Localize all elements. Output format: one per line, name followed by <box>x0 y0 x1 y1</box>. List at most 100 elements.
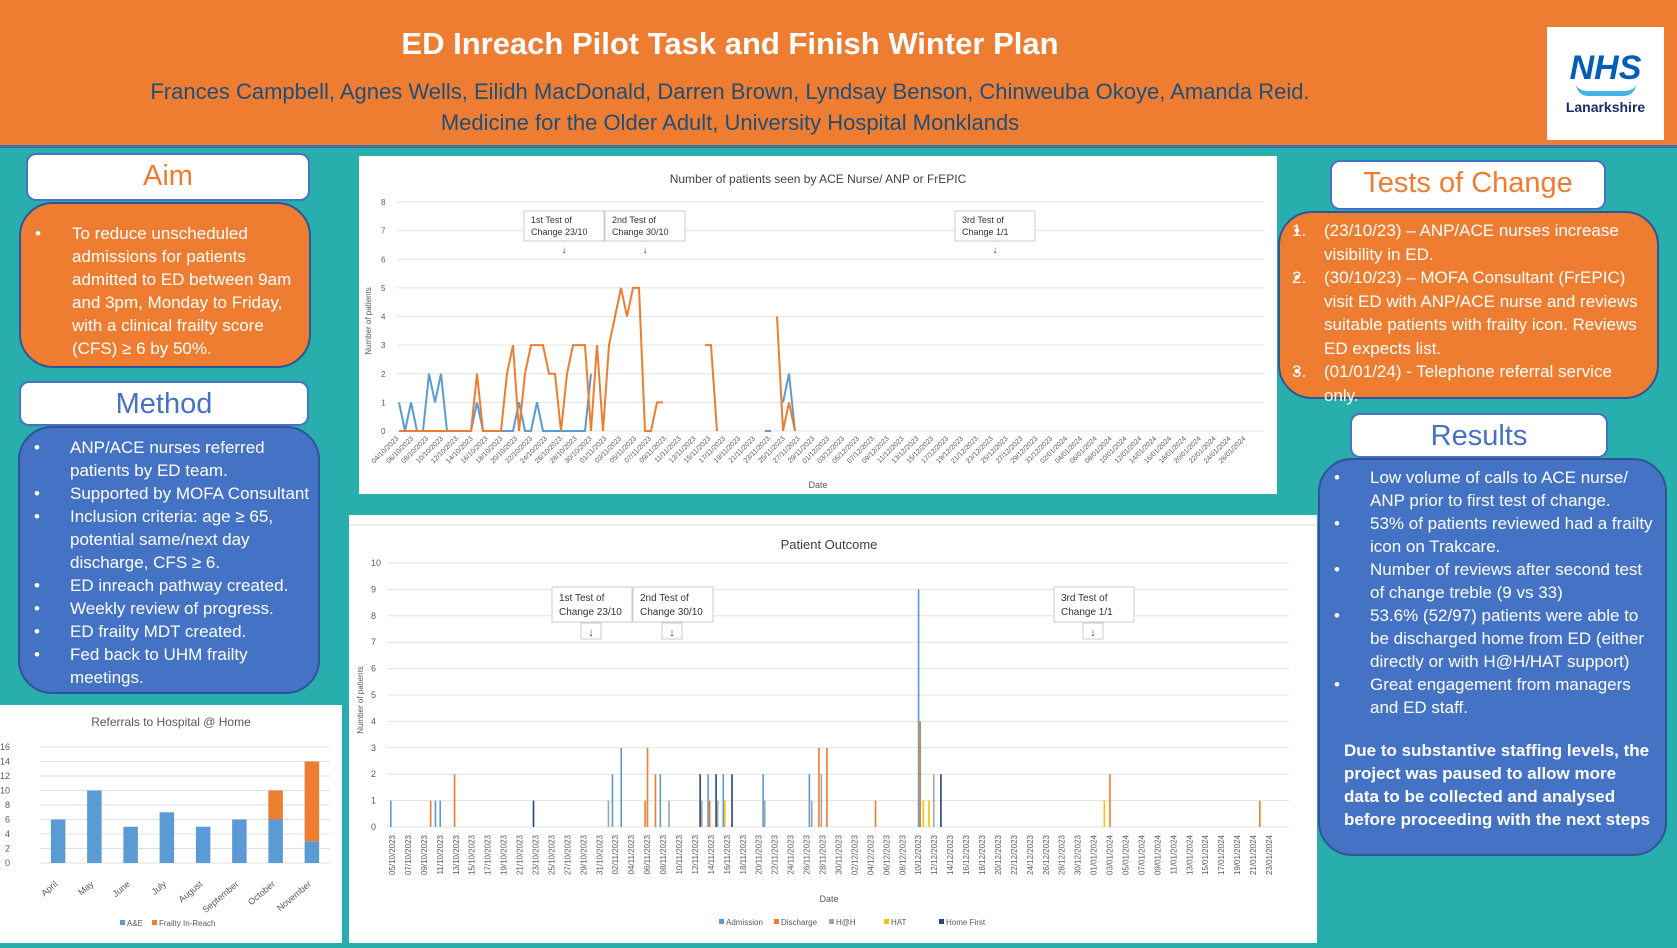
annotation-text: 2nd Test of <box>612 215 656 225</box>
x-tick-label: 17/01/2024 <box>1217 834 1226 875</box>
method-panel: ANP/ACE nurses referred patients by ED t… <box>18 426 320 694</box>
outcome-bar-admission <box>808 774 811 827</box>
y-tick-label: 3 <box>371 743 376 753</box>
x-tick-label: 23/10/2023 <box>532 834 541 875</box>
y-tick-label: 2 <box>5 844 10 854</box>
referrals-chart: Referrals to Hospital @ Home 0 2 4 6 8 10 12 14 1… <box>0 705 342 943</box>
x-tick-label: July <box>149 879 168 897</box>
x-tick-label: 29/10/2023 <box>579 834 588 875</box>
annotation-text: Change 30/10 <box>612 227 669 237</box>
y-tick-label: 9 <box>371 584 376 594</box>
arrow-box <box>1082 622 1104 640</box>
x-tick-label: September <box>201 879 241 915</box>
annotation-text: Change 23/10 <box>531 227 588 237</box>
x-tick-label: 22/11/2023 <box>771 834 780 874</box>
y-tick-label: 0 <box>371 822 376 832</box>
outcome-bar-homefirst <box>940 774 942 827</box>
list-item: 53.6% (52/97) patients were able to be d… <box>1320 604 1661 673</box>
list-item: Great engagement from managers and ED st… <box>1320 673 1661 719</box>
y-tick-label: 2 <box>381 370 386 379</box>
y-tick-label: 6 <box>381 255 386 264</box>
y-tick-label: 8 <box>381 198 386 207</box>
legend-swatch <box>152 920 157 925</box>
x-tick-label: August <box>177 879 205 905</box>
annotation-text: Change 23/10 <box>559 607 622 618</box>
referrals-chart-svg: Referrals to Hospital @ Home 0 2 4 6 8 10 12 14 1… <box>0 715 330 928</box>
outcome-bar-admission <box>659 774 662 827</box>
outcome-bar-discharge <box>818 747 820 827</box>
aim-panel: To reduce unscheduled admissions for pat… <box>19 202 311 368</box>
poster-header: ED Inreach Pilot Task and Finish Winter … <box>0 0 1677 148</box>
list-item: Supported by MOFA Consultant <box>20 482 318 505</box>
outcome-bar-hat <box>922 800 925 827</box>
logo-swoosh-icon <box>1575 84 1636 96</box>
x-tick-label: 18/11/2023 <box>739 834 748 874</box>
x-tick-label: 24/12/2023 <box>1026 834 1035 875</box>
arrow-down-icon: ↓ <box>1090 627 1096 639</box>
y-tick-label: 4 <box>371 716 376 726</box>
method-list: ANP/ACE nurses referred patients by ED t… <box>20 436 318 689</box>
bar-ae <box>232 819 247 863</box>
x-tick-label: 12/11/2023 <box>691 834 700 874</box>
y-tick-label: 7 <box>381 227 386 236</box>
y-tick-label: 5 <box>381 284 386 293</box>
tests-of-change-panel: 1. (23/10/23) – ANP/ACE nurses increase v… <box>1278 211 1659 405</box>
bar-ae <box>50 819 66 863</box>
x-tick-label: 18/12/2023 <box>978 834 987 875</box>
results-conclusion: Due to substantive staffing levels, the … <box>1344 741 1651 829</box>
x-tick-label: 31/10/2023 <box>595 834 604 875</box>
x-tick-label: 10/11/2023 <box>675 834 684 874</box>
outcome-bar-hh <box>932 774 935 827</box>
x-tick-label: 30/11/2023 <box>834 834 843 874</box>
outcome-bar-homefirst <box>715 774 717 827</box>
arrow-down-icon: ↓ <box>643 245 648 256</box>
tests-of-change-title: Tests of Change <box>1330 160 1606 210</box>
y-tick-label: 14 <box>0 757 10 767</box>
x-tick-label: 03/01/2024 <box>1106 834 1115 875</box>
x-tick-label: 30/12/2023 <box>1074 834 1083 875</box>
outcome-bar-homefirst <box>532 800 535 827</box>
y-tick-label: 6 <box>371 664 376 674</box>
nhs-lanarkshire-logo: NHS Lanarkshire <box>1547 27 1664 140</box>
authors: Frances Campbell, Agnes Wells, Eilidh Ma… <box>0 76 1460 138</box>
x-tick-label: 22/12/2023 <box>1010 834 1019 875</box>
outcome-bar-discharge <box>919 721 921 827</box>
x-tick-label: 05/01/2024 <box>1121 834 1130 875</box>
legend-swatch <box>774 919 779 924</box>
outcome-bar-hh <box>700 800 703 827</box>
list-item: Low volume of calls to ACE nurse/ ANP pr… <box>1320 466 1661 512</box>
x-tick-label: 20/12/2023 <box>994 834 1003 875</box>
y-tick-label: 6 <box>5 815 10 825</box>
y-tick-label: 16 <box>0 742 10 752</box>
bar-ae <box>195 826 211 863</box>
annotation-box <box>551 586 633 623</box>
x-tick-label: 14/12/2023 <box>946 834 955 875</box>
legend-swatch <box>719 919 724 924</box>
y-tick-label: 12 <box>0 771 10 781</box>
series-line-frepic <box>705 344 718 432</box>
legend-label: A&E <box>127 919 143 928</box>
bar-ae <box>87 790 102 863</box>
x-tick-label: 13/10/2023 <box>452 834 461 875</box>
outcome-bar-homefirst <box>731 774 733 827</box>
x-tick-label: 11/10/2023 <box>436 834 445 874</box>
outcome-bar-discharge <box>874 800 877 827</box>
outcome-bar-hh <box>810 800 813 827</box>
outcome-bar-hat <box>1103 800 1106 827</box>
x-tick-label: 16/11/2023 <box>723 834 732 874</box>
item-text: (30/10/23) – MOFA Consultant (FrEPIC) vi… <box>1324 268 1638 358</box>
item-number: 3. <box>1292 362 1307 381</box>
y-tick-label: 3 <box>381 341 386 350</box>
list-item: Number of reviews after second test of c… <box>1320 558 1661 604</box>
legend-swatch <box>829 919 834 924</box>
y-tick-label: 10 <box>371 558 381 568</box>
x-tick-label: 07/10/2023 <box>404 834 413 875</box>
bar-frailty-in-reach <box>268 790 283 820</box>
y-tick-label: 4 <box>5 829 10 839</box>
outcome-bar-hh <box>820 774 823 827</box>
annotation-text: 1st Test of <box>559 593 605 604</box>
list-item: ED frailty MDT created. <box>20 620 318 643</box>
list-item: 3. (01/01/24) - Telephone referral servic… <box>1280 360 1643 407</box>
outcome-bar-discharge <box>826 747 828 827</box>
list-item: ED inreach pathway created. <box>20 574 318 597</box>
